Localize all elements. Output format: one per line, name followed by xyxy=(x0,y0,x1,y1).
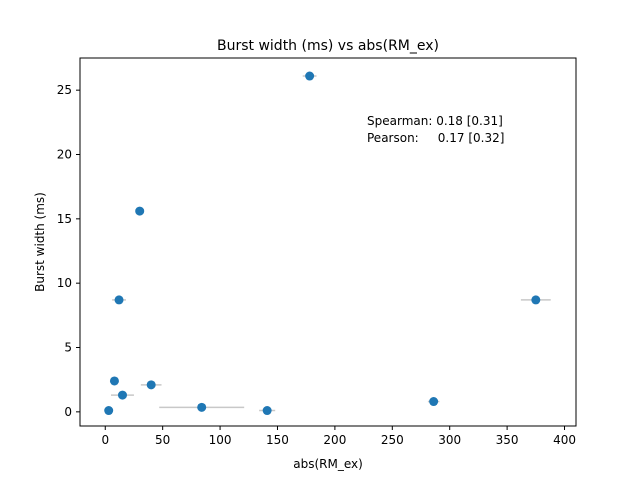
y-tick-label: 15 xyxy=(57,212,72,226)
points-layer xyxy=(104,71,541,416)
y-tick-label: 20 xyxy=(57,148,72,162)
data-point xyxy=(114,295,124,305)
x-tick-label: 250 xyxy=(381,433,404,447)
x-tick-label: 300 xyxy=(438,433,461,447)
data-point xyxy=(109,376,119,386)
plot-frame xyxy=(79,57,577,427)
y-tick-label: 0 xyxy=(64,405,72,419)
x-tick-label: 400 xyxy=(553,433,576,447)
y-tick-label: 25 xyxy=(57,83,72,97)
data-point xyxy=(531,295,541,305)
x-axis-ticks: 0 50 100 150 200 250 300 350 400 xyxy=(101,426,576,447)
y-tick-label: 5 xyxy=(64,341,72,355)
data-point xyxy=(262,406,272,416)
annotation-spearman: Spearman: 0.18 [0.31] xyxy=(367,114,503,128)
x-tick-label: 0 xyxy=(101,433,109,447)
y-axis-ticks: 0 5 10 15 20 25 xyxy=(57,83,80,419)
x-tick-label: 350 xyxy=(496,433,519,447)
data-point xyxy=(117,390,127,400)
data-point xyxy=(429,397,439,407)
y-tick-label: 10 xyxy=(57,276,72,290)
x-tick-label: 150 xyxy=(266,433,289,447)
x-tick-label: 200 xyxy=(323,433,346,447)
x-axis-label: abs(RM_ex) xyxy=(293,457,363,471)
data-point xyxy=(104,406,114,416)
annotation-pearson: Pearson: 0.17 [0.32] xyxy=(367,131,504,145)
data-point xyxy=(146,380,156,390)
data-point xyxy=(197,402,207,412)
data-point xyxy=(305,71,315,81)
x-tick-label: 50 xyxy=(155,433,170,447)
y-axis-label: Burst width (ms) xyxy=(33,192,47,292)
chart-title: Burst width (ms) vs abs(RM_ex) xyxy=(217,38,439,54)
data-point xyxy=(135,206,145,216)
x-tick-label: 100 xyxy=(209,433,232,447)
